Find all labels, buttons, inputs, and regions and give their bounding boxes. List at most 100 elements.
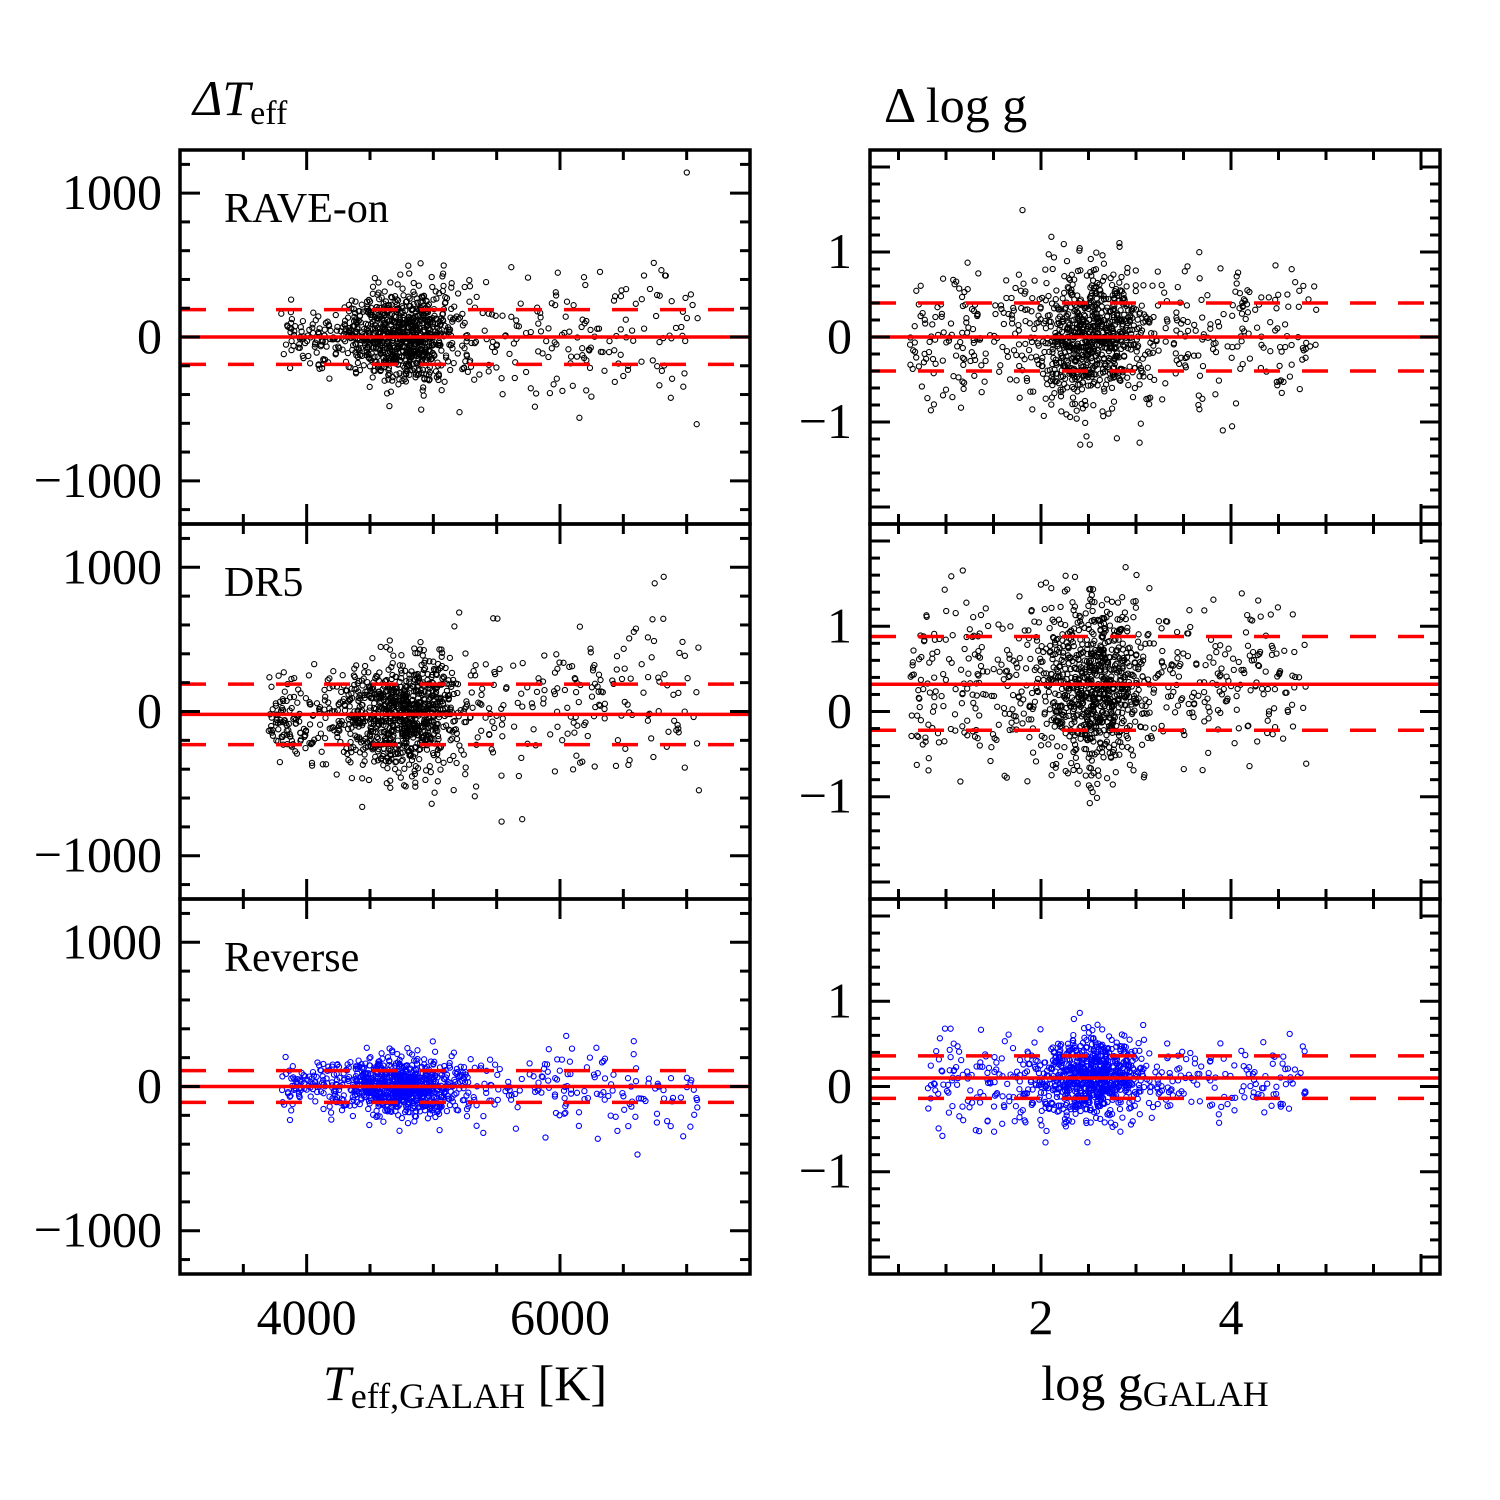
data-point [385,371,392,379]
data-point [454,350,461,357]
data-point [494,1071,501,1079]
data-point [535,348,542,355]
data-point [436,339,443,347]
data-point [435,757,442,764]
data-point [1095,318,1102,326]
data-point [515,772,523,780]
data-point [906,341,914,348]
data-point [408,773,416,780]
data-point [420,733,427,741]
data-point [440,674,448,681]
data-point [1056,752,1064,760]
data-point [389,377,396,384]
data-point [485,705,493,712]
data-point [919,309,926,317]
data-point [420,311,428,319]
data-point [1021,290,1028,297]
data-point [453,759,460,767]
data-point [1051,339,1059,346]
data-point [354,359,362,367]
data-point [1132,282,1139,289]
data-point [554,269,561,276]
data-point [1048,233,1055,240]
data-point [1129,393,1137,401]
data-point [1239,303,1246,310]
data-point [1049,265,1056,273]
data-point [909,365,916,373]
data-point [658,367,666,375]
data-point [280,350,287,358]
data-point [559,737,566,744]
data-point [508,313,515,320]
data-point [505,1078,512,1086]
data-point [613,653,621,660]
data-point [556,659,563,666]
data-point [383,340,390,348]
data-point [269,732,277,739]
data-point [426,733,433,740]
data-point [368,694,375,701]
data-point [402,783,409,790]
data-point [978,362,985,369]
data-point [422,776,429,784]
data-point [1039,354,1046,362]
data-point [308,762,316,769]
data-point [599,689,606,696]
data-point [507,1096,515,1103]
data-point [541,1061,549,1068]
data-point [326,675,333,682]
data-point [963,319,970,326]
data-point [481,327,488,334]
data-point [399,730,406,738]
data-point [991,338,998,345]
data-point [1273,305,1280,312]
data-point [551,690,559,698]
data-point [687,1123,694,1130]
data-point [435,1110,443,1118]
data-point [1042,297,1049,304]
data-point [1124,735,1132,742]
data-point [417,638,424,646]
data-point [959,378,966,385]
data-point [1087,268,1094,276]
data-point [1022,340,1029,348]
data-point [539,1073,546,1081]
data-point [1101,273,1108,281]
data-point [451,1091,458,1098]
data-point [334,323,341,331]
data-point [1099,277,1107,284]
data-point [284,1090,292,1097]
data-point [478,727,485,734]
data-point [399,324,406,331]
data-point [1199,395,1206,402]
data-point [1127,341,1135,349]
data-point [1063,313,1071,320]
data-point [352,340,359,348]
data-point [510,723,518,730]
data-point [498,818,505,825]
data-point [426,1110,434,1118]
data-point [611,293,619,300]
data-point [1183,353,1191,361]
data-point [488,311,496,318]
data-point [1061,691,1069,699]
data-point [387,777,394,784]
data-point [334,729,341,737]
data-point [378,1050,385,1057]
data-point [387,747,394,755]
data-point [694,315,701,322]
data-point [694,1104,701,1111]
data-point [992,302,999,309]
data-point [371,758,378,765]
data-point [1015,321,1022,329]
data-point [432,328,439,335]
data-point [1083,272,1091,279]
data-point [365,776,373,784]
data-point [308,740,316,747]
data-point [1096,291,1103,298]
data-point [306,740,313,747]
data-point [1089,312,1096,320]
data-point [394,281,401,288]
data-point [315,361,322,368]
data-point [362,1060,369,1067]
